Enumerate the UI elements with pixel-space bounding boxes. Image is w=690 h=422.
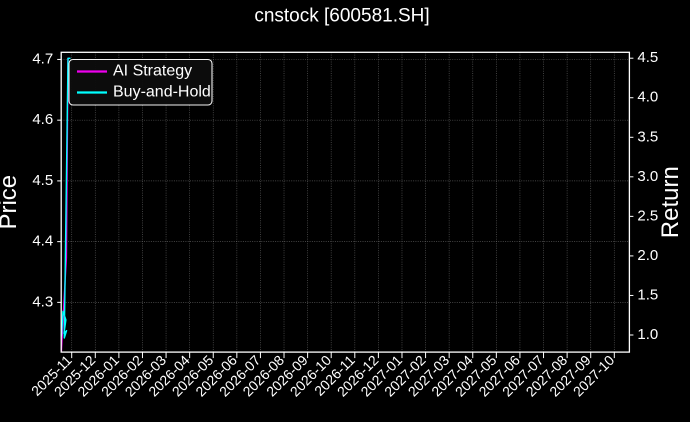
svg-text:1.0: 1.0 xyxy=(637,326,658,343)
svg-text:4.3: 4.3 xyxy=(32,293,53,310)
svg-text:Price: Price xyxy=(0,175,22,230)
svg-text:Return: Return xyxy=(657,166,684,238)
svg-text:AI Strategy: AI Strategy xyxy=(113,63,192,80)
svg-text:2.0: 2.0 xyxy=(637,247,658,264)
svg-text:4.5: 4.5 xyxy=(32,172,53,189)
svg-text:4.6: 4.6 xyxy=(32,111,53,128)
svg-text:3.5: 3.5 xyxy=(637,128,658,145)
svg-text:3.0: 3.0 xyxy=(637,168,658,185)
svg-text:1.5: 1.5 xyxy=(637,286,658,303)
svg-text:2.5: 2.5 xyxy=(637,207,658,224)
svg-text:4.7: 4.7 xyxy=(32,50,53,67)
svg-text:4.0: 4.0 xyxy=(637,89,658,106)
svg-text:Buy-and-Hold: Buy-and-Hold xyxy=(113,84,211,101)
svg-text:4.4: 4.4 xyxy=(32,233,53,250)
svg-text:cnstock [600581.SH]: cnstock [600581.SH] xyxy=(254,6,429,27)
svg-text:4.5: 4.5 xyxy=(637,49,658,66)
